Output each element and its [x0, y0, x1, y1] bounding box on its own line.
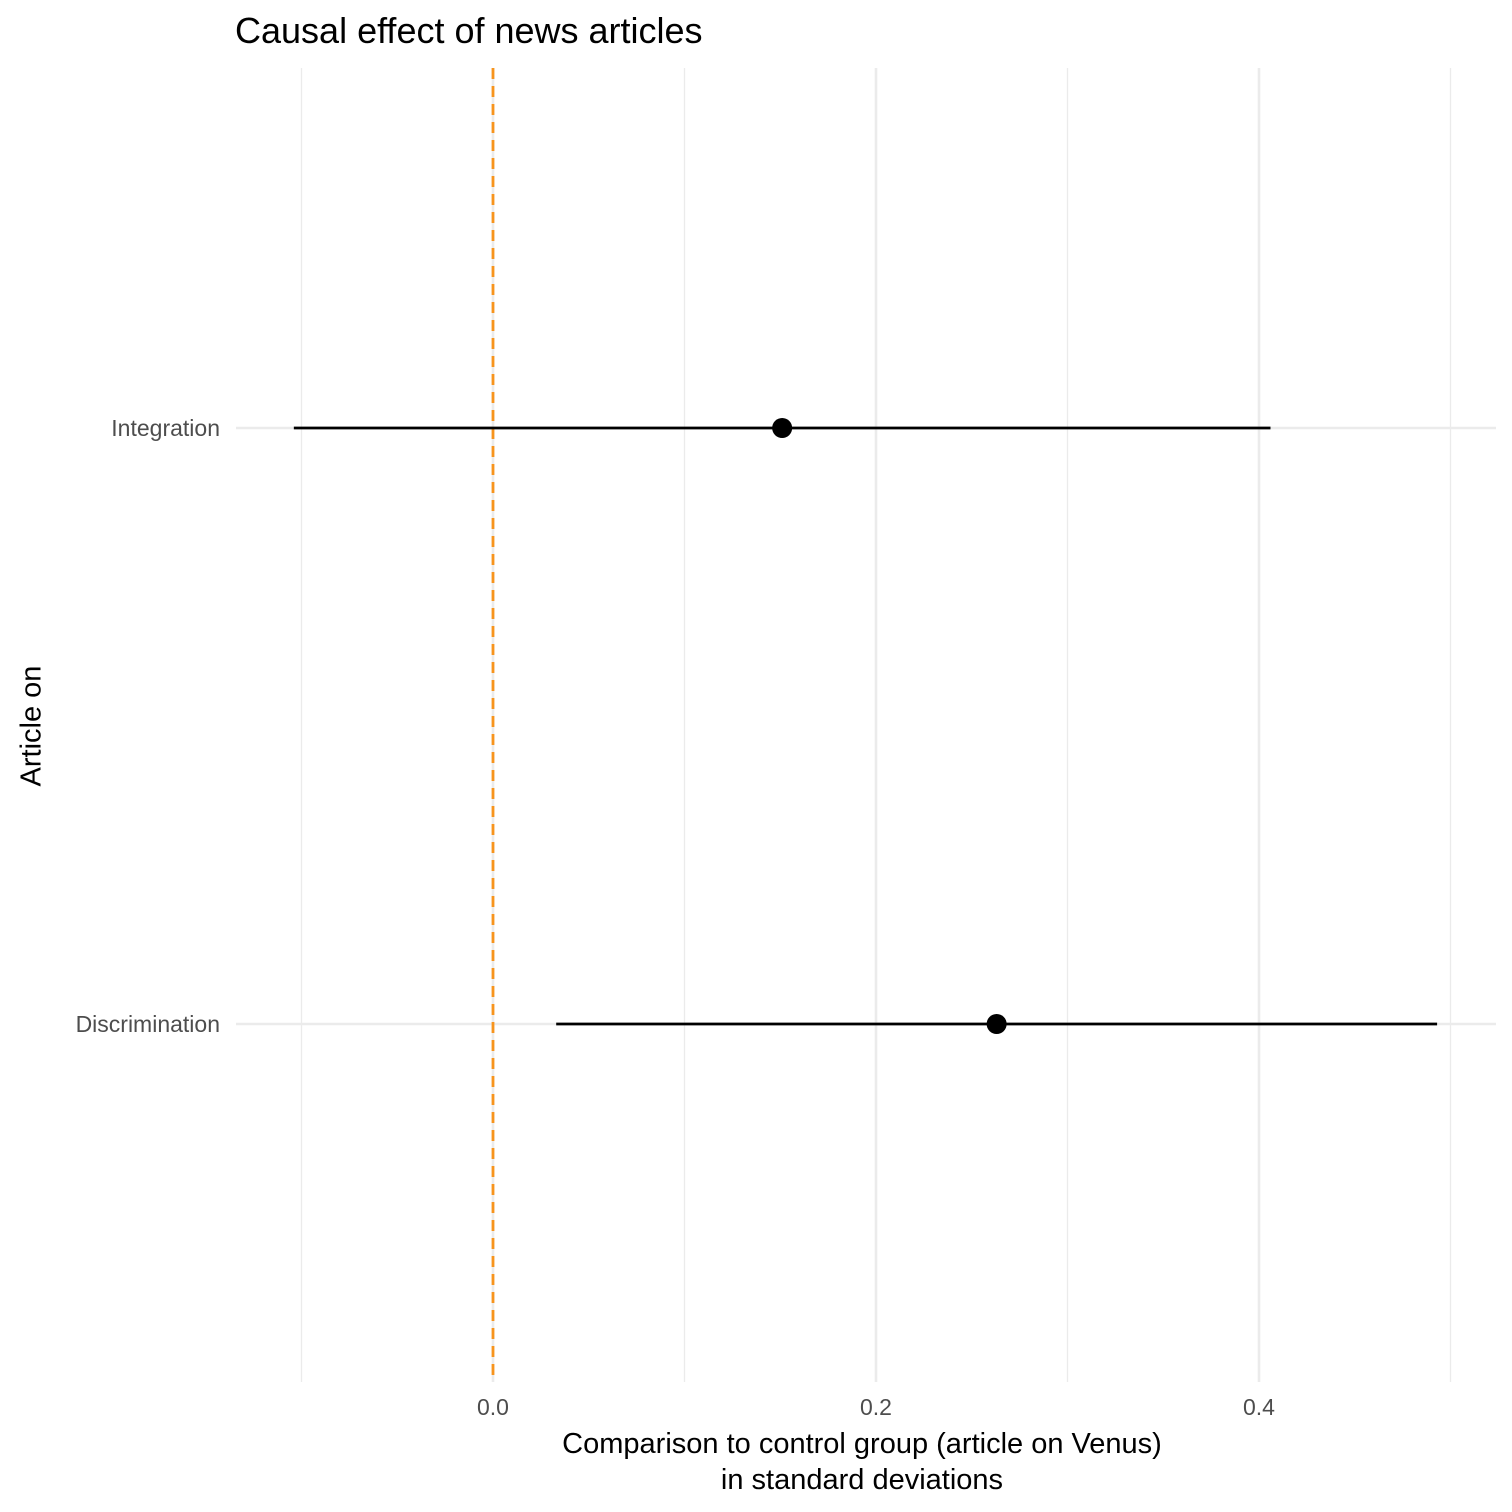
x-tick-label: 0.4 — [1243, 1394, 1275, 1420]
minor-gridlines — [300, 68, 1452, 1382]
y-axis-title: Article on — [15, 665, 48, 787]
x-tick-label: 0.2 — [860, 1394, 892, 1420]
major-gridlines — [236, 68, 1496, 1382]
chart-title: Causal effect of news articles — [235, 10, 703, 51]
y-tick-label-integration: Integration — [111, 415, 220, 441]
x-axis-title: Comparison to control group (article on … — [562, 1426, 1162, 1498]
point-integration — [772, 418, 793, 438]
data-marks — [293, 418, 1438, 1034]
x-tick-labels: 0.0 0.2 0.4 — [477, 1394, 1275, 1420]
x-axis-title-line-1: Comparison to control group (article on … — [562, 1428, 1162, 1460]
y-tick-labels: Discrimination Integration — [76, 415, 220, 1037]
x-axis-title-line-2: in standard deviations — [720, 1464, 1004, 1496]
x-tick-label: 0.0 — [477, 1394, 509, 1420]
y-tick-label-discrimination: Discrimination — [76, 1011, 220, 1037]
point-discrimination — [986, 1014, 1007, 1034]
